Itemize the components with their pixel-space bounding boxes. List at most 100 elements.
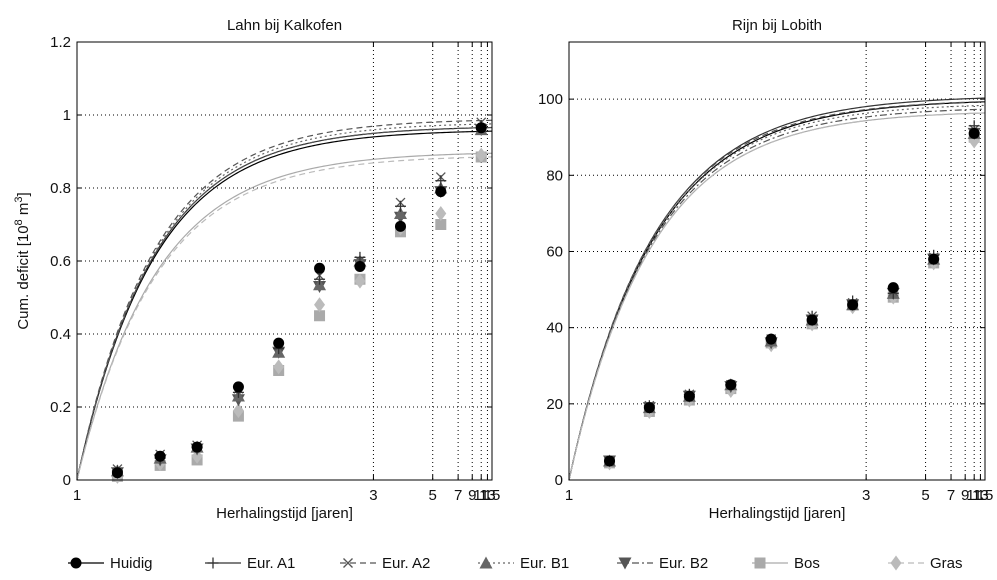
data-point: [725, 379, 737, 391]
y-axis-label-part: m: [15, 203, 32, 220]
legend-label: Eur. A1: [247, 555, 295, 572]
x-tick-label: 9: [468, 487, 476, 504]
data-point: [475, 147, 487, 163]
legend-marker: [479, 556, 493, 569]
data-point: [111, 467, 123, 479]
x-tick-label: 11: [966, 487, 982, 504]
data-point: [435, 219, 447, 230]
data-point: [314, 297, 326, 313]
legend-marker: [207, 557, 219, 569]
data-point: [847, 299, 859, 311]
x-tick-label: 11: [473, 487, 489, 504]
data-point: [232, 403, 244, 419]
legend-label: Bos: [794, 555, 820, 572]
y-tick-label: 20: [546, 396, 563, 413]
legend-item: Bos: [752, 555, 820, 572]
data-point: [191, 441, 203, 453]
fit-curve: [76, 152, 493, 481]
data-point: [232, 381, 244, 393]
legend-marker: [70, 557, 82, 569]
y-axis-label-part: ]: [15, 192, 32, 196]
plot-frame: [76, 41, 493, 481]
data-point: [604, 455, 616, 467]
data-point: [273, 359, 285, 375]
y-tick-label: 1.2: [50, 34, 71, 51]
data-point: [314, 310, 326, 322]
y-tick-label: 0: [555, 472, 563, 489]
fit-curve: [568, 104, 986, 481]
chart-title: Rijn bij Lobith: [732, 17, 822, 34]
data-point: [393, 207, 407, 220]
data-point: [435, 206, 447, 222]
data-point: [435, 186, 447, 198]
y-axis-label-sup: 3: [13, 197, 25, 203]
legend-label: Gras: [930, 555, 963, 572]
x-tick-label: 13: [972, 487, 989, 504]
legend-marker: [343, 558, 353, 568]
data-point: [806, 314, 818, 326]
x-tick-label: 3: [369, 487, 377, 504]
x-tick-label: 15: [484, 487, 501, 504]
x-tick-label: 7: [947, 487, 955, 504]
x-tick-label: 3: [862, 487, 870, 504]
data-point: [968, 127, 980, 139]
x-tick-label: 1: [565, 487, 573, 504]
fit-curve: [568, 112, 986, 481]
data-point: [314, 273, 326, 285]
data-point: [273, 337, 285, 349]
legend-marker: [890, 555, 902, 571]
data-point: [314, 262, 326, 274]
y-tick-label: 60: [546, 243, 563, 260]
legend-item: Gras: [888, 555, 963, 572]
fit-curve: [76, 126, 493, 481]
data-point: [887, 282, 899, 294]
y-tick-label: 100: [538, 91, 563, 108]
fit-curve: [568, 97, 986, 481]
legend: Huidig Eur. A1 Eur. A2 Eur. B1 Eur. B2 Bos Gra…: [68, 555, 963, 572]
x-tick-label: 13: [479, 487, 496, 504]
fit-curve: [76, 130, 493, 481]
data-point: [394, 220, 406, 232]
plot-area: [569, 42, 985, 480]
y-axis-label: Cum. deficit [108 m3]: [13, 192, 32, 329]
data-point: [643, 402, 655, 414]
x-tick-label: 1: [73, 487, 81, 504]
legend-marker: [618, 557, 632, 570]
y-tick-label: 0.6: [50, 253, 71, 270]
fit-curve: [76, 156, 493, 481]
x-tick-label: 9: [961, 487, 969, 504]
x-axis-label: Herhalingstijd [jaren]: [216, 505, 353, 522]
y-tick-label: 0: [63, 472, 71, 489]
x-tick-label: 15: [977, 487, 994, 504]
data-point: [928, 253, 940, 265]
plot-frame: [568, 41, 986, 481]
data-point: [683, 390, 695, 402]
y-tick-label: 0.2: [50, 399, 71, 416]
legend-label: Eur. B1: [520, 555, 569, 572]
fit-curve: [568, 101, 986, 481]
data-point: [154, 450, 166, 462]
legend-label: Eur. B2: [659, 555, 708, 572]
legend-item: Eur. A2: [340, 555, 430, 572]
y-tick-label: 80: [546, 167, 563, 184]
data-point: [435, 175, 447, 187]
x-tick-label: 5: [429, 487, 437, 504]
data-point: [354, 260, 366, 272]
data-point: [475, 122, 487, 134]
plot-area: [77, 42, 492, 480]
legend-item: Eur. B1: [478, 555, 569, 572]
legend-label: Eur. A2: [382, 555, 430, 572]
legend-marker: [754, 557, 766, 569]
y-tick-label: 0.4: [50, 326, 71, 343]
chart-title: Lahn bij Kalkofen: [227, 17, 342, 34]
marker-stroke: [343, 558, 353, 568]
y-tick-label: 1: [63, 107, 71, 124]
legend-item: Eur. A1: [205, 555, 295, 572]
y-tick-label: 0.8: [50, 180, 71, 197]
data-point: [765, 333, 777, 345]
data-point: [354, 273, 366, 289]
